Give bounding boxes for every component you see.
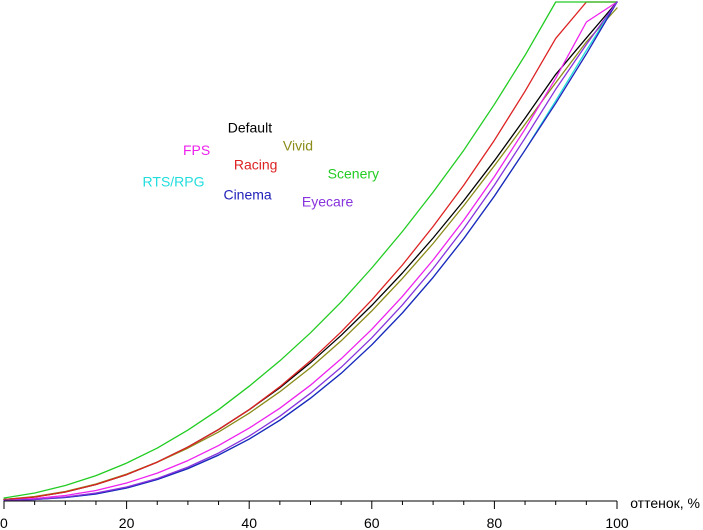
legend-label-cinema: Cinema — [223, 187, 271, 203]
x-tick-label-100: 100 — [605, 515, 629, 530]
series-line-eyecare — [3, 1, 618, 502]
x-tick-label-20: 20 — [119, 515, 135, 530]
x-tick-label-80: 80 — [487, 515, 503, 530]
legend: Default Vivid FPS Racing Scenery RTS/RPG Cinem… — [143, 120, 379, 210]
series-line-scenery — [3, 1, 618, 499]
legend-label-vivid: Vivid — [283, 138, 313, 154]
legend-label-eyecare: Eyecare — [302, 194, 354, 210]
x-tick-label-60: 60 — [364, 515, 380, 530]
series-line-cinema — [3, 1, 618, 502]
series-line-racing — [3, 1, 618, 501]
x-axis-label: оттенок, % — [630, 495, 700, 511]
legend-label-fps: FPS — [183, 142, 210, 158]
legend-label-scenery: Scenery — [328, 166, 379, 182]
legend-label-rts-rpg: RTS/RPG — [143, 174, 205, 190]
legend-label-default: Default — [228, 120, 272, 136]
series-lines — [3, 1, 618, 502]
x-tick-label-0: 0 — [0, 515, 8, 530]
x-tick-label-40: 40 — [241, 515, 257, 530]
series-line-rts-rpg — [3, 1, 618, 502]
legend-label-racing: Racing — [234, 157, 278, 173]
series-line-fps — [3, 1, 618, 501]
series-line-default — [3, 1, 618, 501]
series-line-vivid — [3, 7, 618, 501]
x-axis: 0 20 40 60 80 100 — [0, 500, 629, 530]
